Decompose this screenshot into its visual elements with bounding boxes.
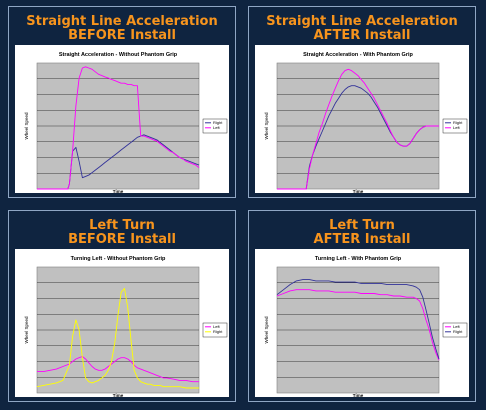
legend-label: Right (453, 329, 463, 334)
x-axis-label: Time (113, 189, 124, 193)
series-line-right (276, 279, 440, 360)
y-axis-label: Wheel Speed (264, 112, 269, 140)
chart-title: Turning Left - Without Phantom Grip (71, 256, 166, 262)
panel-turn-after: Left Turn AFTER Install Turning Left - W… (248, 210, 476, 402)
chart-turn-before: Turning Left - Without Phantom Grip Wheel… (15, 249, 229, 397)
y-axis-label: Wheel Speed (24, 112, 29, 140)
panel-title: Straight Line Acceleration (266, 14, 458, 29)
legend-label: Left (453, 324, 461, 329)
series-line-left (37, 66, 200, 190)
panel-title: Left Turn (89, 218, 155, 233)
legend-label: Right (213, 120, 223, 125)
legend-label: Left (213, 125, 221, 130)
chart-turn-after: Turning Left - With Phantom Grip Wheel Sp… (255, 249, 469, 397)
chart-title: Straight Acceleration - Without Phantom … (59, 52, 178, 58)
chart-svg: Turning Left - Without Phantom Grip Wheel… (24, 256, 228, 397)
chart-svg: Straight Acceleration - Without Phantom … (24, 52, 228, 193)
series-line-left (276, 289, 440, 361)
chart-accel-after: Straight Acceleration - With Phantom Gri… (255, 45, 469, 193)
chart-accel-before: Straight Acceleration - Without Phantom … (15, 45, 229, 193)
x-axis-label: Time (353, 393, 364, 397)
series-line-left (277, 68, 439, 190)
panel-subtitle: BEFORE Install (68, 232, 176, 247)
chart-svg: Turning Left - With Phantom Grip Wheel Sp… (264, 256, 468, 397)
legend-label: Left (453, 125, 461, 130)
series-line-left (37, 356, 199, 383)
x-axis-label: Time (353, 189, 364, 193)
panel-turn-before: Left Turn BEFORE Install Turning Left - … (8, 210, 236, 402)
legend-label: Left (213, 324, 221, 329)
series-line-right (36, 287, 199, 389)
chart-title: Turning Left - With Phantom Grip (315, 256, 402, 262)
chart-svg: Straight Acceleration - With Phantom Gri… (264, 52, 468, 193)
panel-title: Left Turn (329, 218, 395, 233)
y-axis-label: Wheel Speed (264, 316, 269, 344)
x-axis-label: Time (113, 393, 124, 397)
panel-title: Straight Line Acceleration (26, 14, 218, 29)
y-axis-label: Wheel Speed (24, 316, 29, 344)
chart-title: Straight Acceleration - With Phantom Gri… (303, 52, 413, 58)
panel-subtitle: AFTER Install (313, 28, 411, 43)
panel-subtitle: AFTER Install (313, 232, 411, 247)
panel-subtitle: BEFORE Install (68, 28, 176, 43)
panel-accel-before: Straight Line Acceleration BEFORE Instal… (8, 6, 236, 198)
legend-label: Right (213, 329, 223, 334)
panel-accel-after: Straight Line Acceleration AFTER Install… (248, 6, 476, 198)
legend-label: Right (453, 120, 463, 125)
